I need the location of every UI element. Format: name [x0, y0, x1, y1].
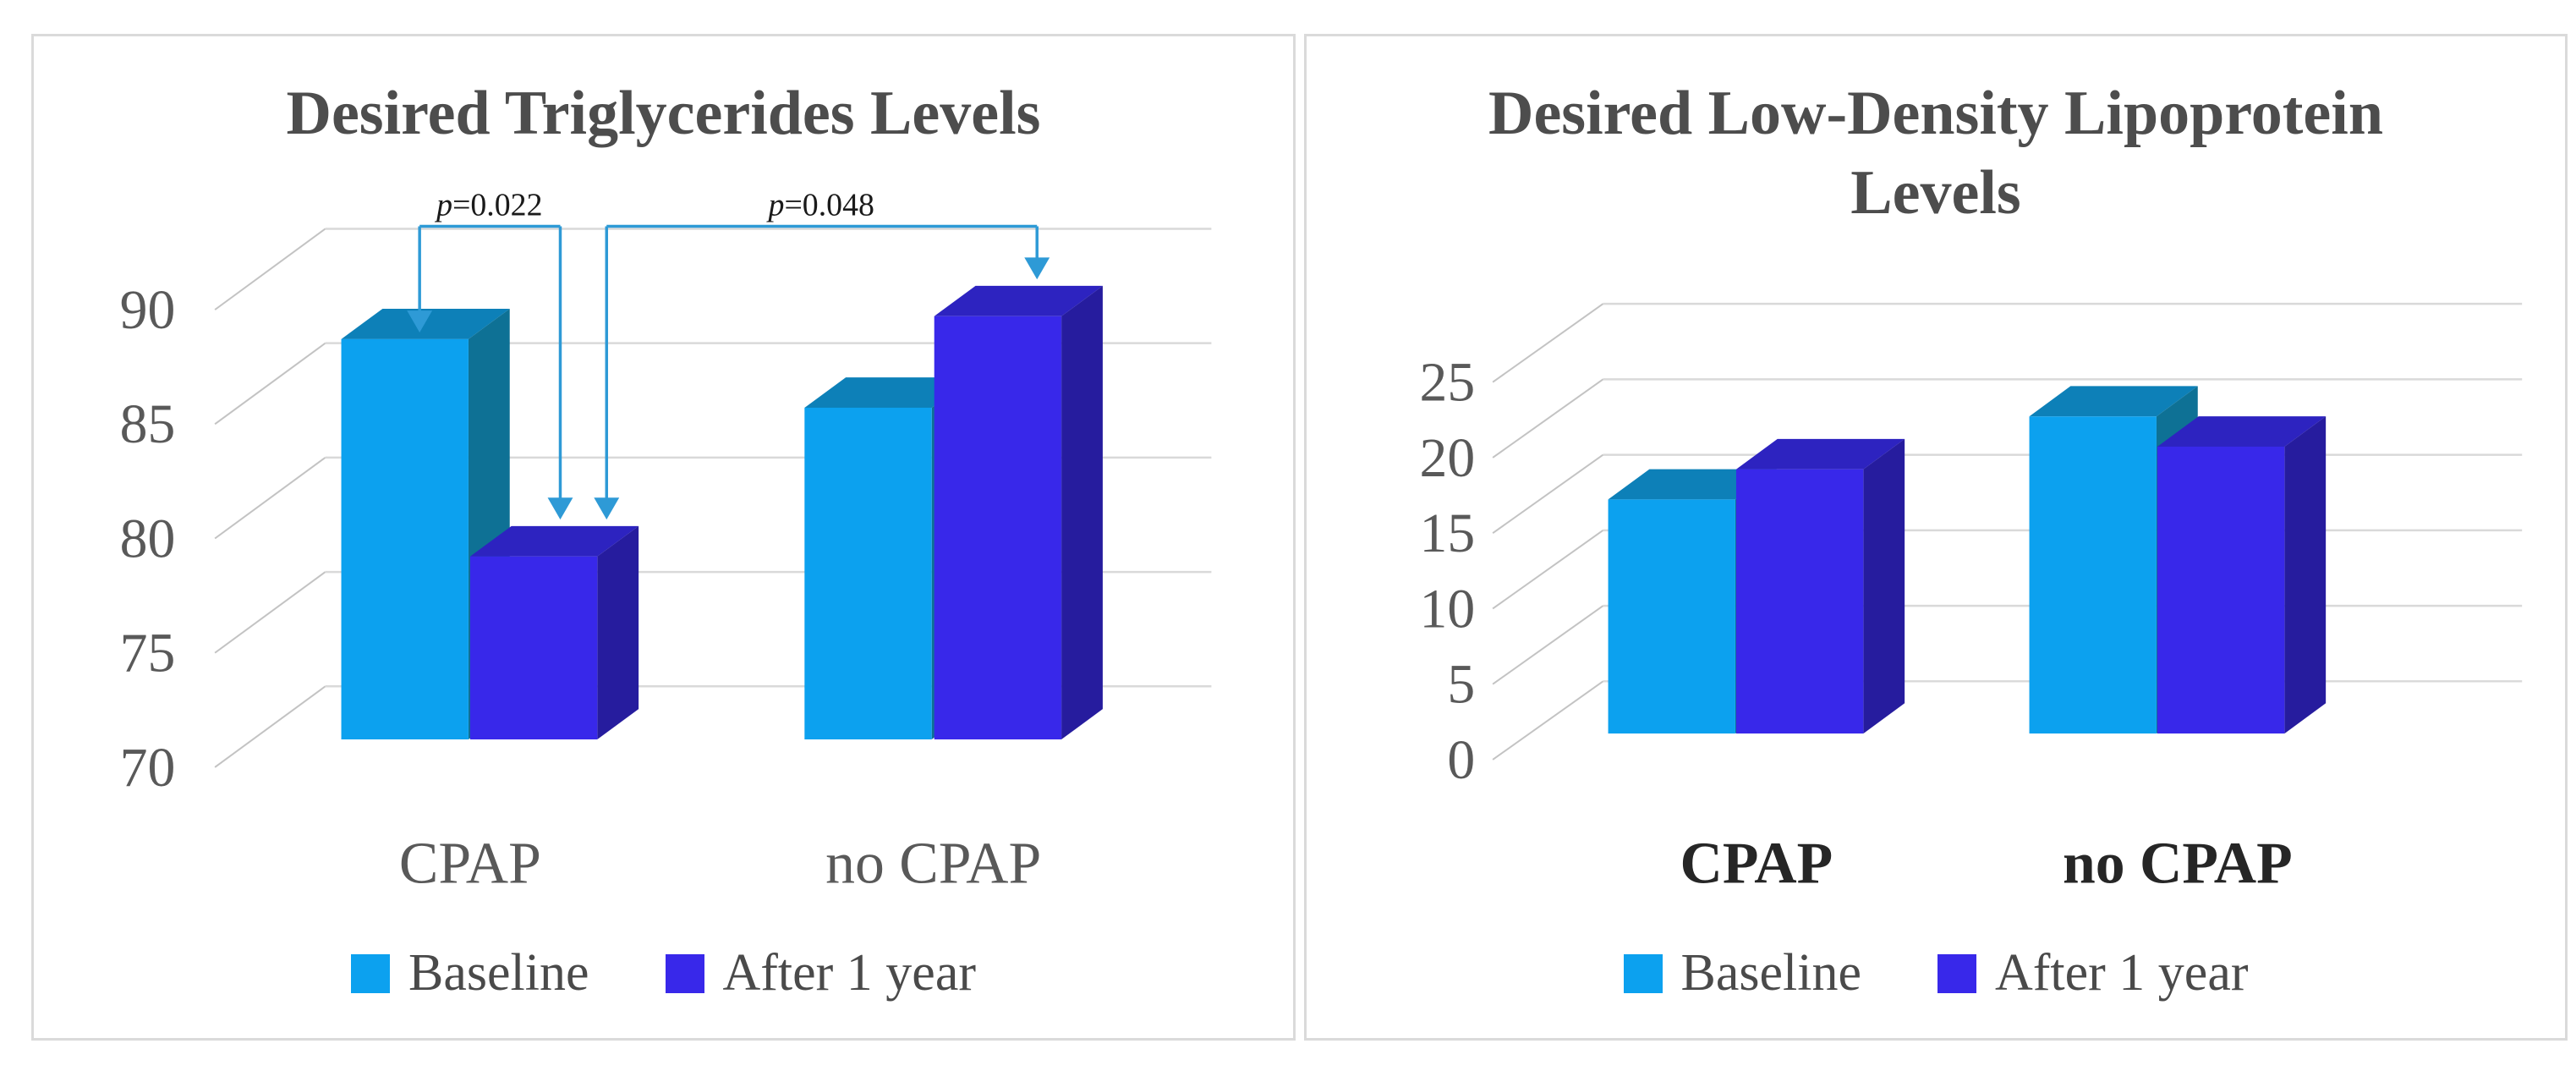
y-tick-label-75: 75 — [120, 623, 176, 684]
y-tick-label-20: 20 — [1419, 427, 1475, 489]
after-1-year-legend-label: After 1 year — [722, 944, 977, 1002]
bar-side-face — [1863, 438, 1905, 734]
ldl-chart-panel: Desired Low-Density Lipoprotein Levels 2… — [1304, 34, 2568, 1041]
triglycerides-chart-panel: Desired Triglycerides Levels 90 85 80 75 70 C… — [31, 34, 1296, 1041]
y-axis-depth-tick — [1492, 378, 1604, 459]
baseline-color-swatch — [1623, 953, 1663, 993]
legend-item-after-1-year: After 1 year — [1937, 943, 2249, 1003]
bar-top-face — [2157, 416, 2327, 447]
title-line-2: Levels — [1850, 158, 2021, 228]
title-line: Desired Triglycerides Levels — [286, 79, 1041, 148]
bar-cpap-after-1-year — [469, 525, 639, 740]
bar-front-face — [2157, 446, 2285, 734]
y-axis-depth-tick — [214, 342, 326, 426]
y-tick-label-85: 85 — [120, 393, 176, 455]
bar-cpap-after-1-year — [1735, 438, 1905, 734]
y-axis-depth-tick — [1492, 605, 1604, 685]
y-axis-depth-tick — [214, 571, 326, 654]
legend-item-baseline: Baseline — [351, 943, 589, 1003]
bar-front-face — [2029, 416, 2157, 734]
x-category-label-cpap: CPAP — [399, 831, 541, 896]
ldl-legend: Baseline After 1 year — [1307, 943, 2565, 1003]
triglycerides-chart-title: Desired Triglycerides Levels — [34, 74, 1293, 153]
bar-top-face — [1608, 469, 1777, 500]
y-axis-depth-tick — [214, 685, 326, 768]
bar-top-face — [1735, 438, 1905, 470]
y-axis-depth-tick — [1492, 530, 1604, 610]
bar-top-face — [469, 525, 639, 557]
arrowhead-down-icon — [547, 497, 573, 520]
baseline-color-swatch — [351, 953, 390, 993]
arrowhead-down-icon — [594, 497, 620, 520]
p-value-label: p=0.022 — [434, 188, 542, 223]
ldl-3d-bar-plot: 25 20 15 10 5 0 CPAP no CPAP — [1419, 302, 2523, 896]
y-axis-depth-tick — [1492, 453, 1604, 535]
bar-top-face — [2029, 386, 2198, 417]
y-axis-depth-tick — [214, 457, 326, 540]
y-tick-label-70: 70 — [120, 737, 176, 799]
arrowhead-down-icon — [1024, 257, 1050, 280]
y-tick-label-80: 80 — [120, 508, 176, 569]
bar-front-face — [341, 338, 469, 740]
after-1-year-color-swatch — [665, 953, 704, 993]
legend-item-after-1-year: After 1 year — [665, 943, 977, 1003]
triglycerides-3d-bar-plot: 90 85 80 75 70 CPAP no CPAP p=0.022 p=0.048 — [120, 188, 1212, 896]
y-axis-depth-tick — [1492, 680, 1604, 761]
p-value-label: p=0.048 — [766, 188, 874, 223]
triglycerides-legend: Baseline After 1 year — [34, 943, 1293, 1003]
arrowhead-down-icon — [407, 310, 433, 332]
baseline-legend-label: Baseline — [1680, 944, 1862, 1002]
after-1-year-legend-label: After 1 year — [1995, 944, 2249, 1002]
x-category-label-cpap: CPAP — [1680, 831, 1833, 896]
y-tick-label-5: 5 — [1447, 654, 1475, 716]
y-tick-label-90: 90 — [120, 279, 176, 341]
y-axis-depth-tick — [214, 228, 326, 310]
y-tick-label-0: 0 — [1447, 729, 1475, 791]
bar-front-face — [804, 407, 932, 740]
after-1-year-color-swatch — [1937, 953, 1976, 993]
bar-front-face — [469, 556, 598, 740]
y-tick-label-15: 15 — [1419, 503, 1475, 564]
y-axis-depth-tick — [1492, 303, 1604, 383]
bar-top-face — [934, 285, 1103, 316]
legend-item-baseline: Baseline — [1623, 943, 1862, 1003]
bar-front-face — [934, 316, 1062, 740]
x-category-label-no-cpap: no CPAP — [825, 831, 1041, 896]
bar-top-face — [341, 308, 510, 339]
bar-no-cpap-after-1-year — [2157, 416, 2327, 734]
bar-front-face — [1735, 469, 1864, 734]
bar-side-face — [2284, 416, 2327, 734]
baseline-legend-label: Baseline — [408, 944, 589, 1002]
bar-front-face — [1608, 499, 1735, 734]
title-line-1: Desired Low-Density Lipoprotein — [1488, 79, 2383, 148]
bar-top-face — [804, 377, 973, 408]
bar-side-face — [597, 525, 639, 740]
bar-side-face — [1061, 285, 1103, 740]
x-category-label-no-cpap: no CPAP — [2063, 831, 2293, 896]
y-tick-label-10: 10 — [1419, 578, 1475, 640]
bar-no-cpap-after-1-year — [934, 285, 1103, 740]
y-tick-label-25: 25 — [1419, 352, 1475, 414]
ldl-chart-title: Desired Low-Density Lipoprotein Levels — [1307, 74, 2565, 233]
